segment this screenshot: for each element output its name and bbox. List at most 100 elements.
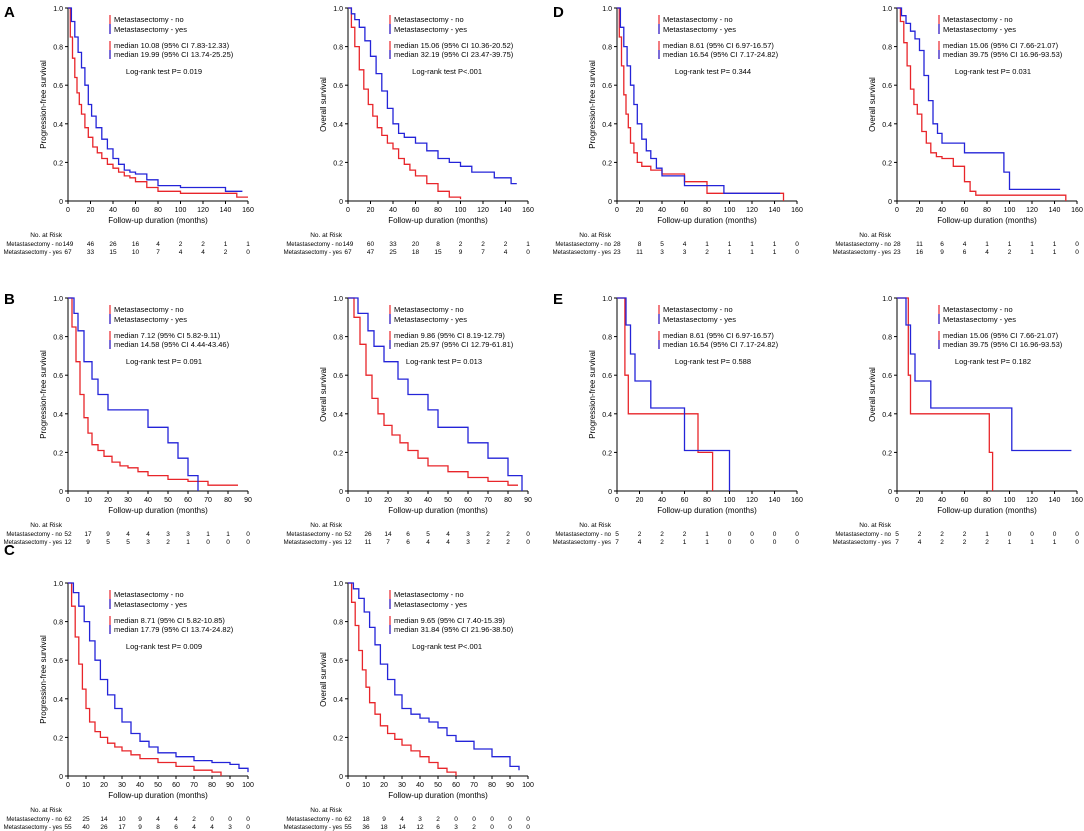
- x-tick-label: 90: [244, 497, 252, 504]
- x-tick-label: 80: [703, 207, 711, 214]
- risk-row-label-no: Metastasectomy - no: [286, 532, 342, 538]
- risk-count-yes: 1: [773, 249, 777, 256]
- legend-label-no: Metastasectomy - no: [394, 15, 464, 24]
- risk-count-yes: 9: [138, 824, 142, 831]
- x-tick-label: 160: [522, 207, 534, 214]
- risk-count-no: 60: [367, 241, 375, 248]
- risk-count-no: 3: [418, 816, 422, 823]
- risk-count-yes: 0: [226, 539, 230, 546]
- x-tick-label: 0: [66, 497, 70, 504]
- y-tick-label: 0.2: [333, 450, 343, 457]
- x-tick-label: 100: [724, 497, 736, 504]
- x-tick-label: 20: [636, 207, 644, 214]
- logrank-label: Log-rank test P= 0.091: [126, 357, 202, 366]
- risk-count-no: 52: [344, 531, 352, 538]
- x-tick-label: 100: [522, 782, 534, 789]
- x-tick-label: 120: [746, 497, 758, 504]
- legend-label-yes: Metastasectomy - yes: [943, 25, 1016, 34]
- x-tick-label: 160: [791, 207, 803, 214]
- risk-count-no: 14: [384, 531, 392, 538]
- risk-table-title: No. at Risk: [859, 522, 892, 529]
- risk-count-no: 0: [728, 531, 732, 538]
- x-tick-label: 160: [791, 497, 803, 504]
- legend-label-no: Metastasectomy - no: [943, 305, 1013, 314]
- curve-metastasectomy-yes: [617, 7, 781, 194]
- risk-count-yes: 18: [412, 249, 420, 256]
- legend-label-yes: Metastasectomy - yes: [394, 25, 467, 34]
- y-tick-label: 0.4: [333, 412, 343, 419]
- risk-table-title: No. at Risk: [30, 807, 63, 814]
- y-tick-label: 0: [339, 489, 343, 496]
- y-tick-label: 0.2: [53, 450, 63, 457]
- x-tick-label: 20: [104, 497, 112, 504]
- risk-count-yes: 25: [389, 249, 397, 256]
- risk-count-no: 4: [156, 816, 160, 823]
- logrank-label: Log-rank test P<.001: [412, 642, 482, 651]
- risk-count-yes: 4: [985, 249, 989, 256]
- risk-count-yes: 3: [454, 824, 458, 831]
- risk-count-yes: 0: [490, 824, 494, 831]
- km-plot-a-os: 00.20.40.60.81.00 20 40 60 80 100 120 140 160Ove…: [284, 6, 534, 256]
- risk-count-yes: 3: [683, 249, 687, 256]
- median-label-no: median 15.06 (95% CI 10.36-20.52): [394, 41, 514, 50]
- risk-count-no: 1: [750, 241, 754, 248]
- risk-count-yes: 7: [895, 539, 899, 546]
- x-axis-label: Follow-up duration (months): [108, 506, 208, 515]
- risk-count-yes: 7: [481, 249, 485, 256]
- risk-count-no: 0: [1075, 241, 1079, 248]
- curve-metastasectomy-yes: [348, 297, 523, 491]
- risk-count-no: 149: [343, 241, 354, 248]
- legend-label-yes: Metastasectomy - yes: [663, 315, 736, 324]
- risk-count-yes: 11: [365, 539, 372, 546]
- risk-row-label-no: Metastasectomy - no: [835, 532, 891, 538]
- curve-metastasectomy-yes: [68, 297, 199, 491]
- risk-count-no: 2: [504, 241, 508, 248]
- risk-count-yes: 5: [106, 539, 110, 546]
- risk-row-label-yes: Metastasectomy - yes: [833, 540, 891, 546]
- risk-count-no: 3: [166, 531, 170, 538]
- y-tick-label: 0.8: [53, 335, 63, 342]
- risk-count-no: 1: [1053, 241, 1057, 248]
- y-tick-label: 0.2: [333, 160, 343, 167]
- risk-count-yes: 3: [660, 249, 664, 256]
- km-plot-c-pfs: 00.20.40.60.81.00 10 20 30 40 50 60 70 80 90 100Pr…: [4, 581, 254, 831]
- median-label-yes: median 25.97 (95% CI 12.79-61.81): [394, 340, 514, 349]
- curve-metastasectomy-no: [348, 7, 462, 200]
- x-tick-label: 30: [404, 497, 412, 504]
- km-plot-b-os: 00.20.40.60.81.00 10 20 30 40 50 60 70 80 90Overa…: [284, 296, 532, 546]
- risk-count-yes: 55: [344, 824, 352, 831]
- x-tick-label: 40: [658, 497, 666, 504]
- y-tick-label: 0: [339, 774, 343, 781]
- risk-count-no: 5: [615, 531, 619, 538]
- x-tick-label: 80: [224, 497, 232, 504]
- y-axis-label: Overall survival: [868, 77, 877, 132]
- risk-count-yes: 15: [109, 249, 117, 256]
- x-tick-label: 50: [164, 497, 172, 504]
- panel-label-b: B: [4, 291, 15, 308]
- median-label-no: median 10.08 (95% CI 7.83-12.33): [114, 41, 230, 50]
- median-label-yes: median 32.19 (95% CI 23.47-39.75): [394, 50, 514, 59]
- y-tick-label: 1.0: [602, 6, 612, 13]
- x-tick-label: 70: [190, 782, 198, 789]
- legend-label-no: Metastasectomy - no: [114, 15, 184, 24]
- risk-count-yes: 2: [985, 539, 989, 546]
- logrank-label: Log-rank test P= 0.182: [955, 357, 1031, 366]
- risk-row-label-yes: Metastasectomy - yes: [284, 250, 342, 256]
- y-tick-label: 0.2: [53, 735, 63, 742]
- median-label-no: median 9.65 (95% CI 7.40-15.39): [394, 616, 505, 625]
- y-tick-label: 0: [888, 489, 892, 496]
- x-tick-label: 20: [367, 207, 375, 214]
- risk-count-yes: 0: [526, 539, 530, 546]
- y-tick-label: 0.6: [333, 373, 343, 380]
- x-tick-label: 0: [895, 207, 899, 214]
- x-tick-label: 0: [346, 497, 350, 504]
- risk-count-no: 4: [146, 531, 150, 538]
- risk-count-no: 0: [490, 816, 494, 823]
- risk-count-yes: 0: [526, 249, 530, 256]
- logrank-label: Log-rank test P= 0.013: [406, 357, 482, 366]
- y-tick-label: 1.0: [882, 296, 892, 303]
- risk-count-yes: 2: [486, 539, 490, 546]
- y-tick-label: 0.6: [53, 373, 63, 380]
- risk-count-yes: 4: [446, 539, 450, 546]
- y-tick-label: 0: [59, 489, 63, 496]
